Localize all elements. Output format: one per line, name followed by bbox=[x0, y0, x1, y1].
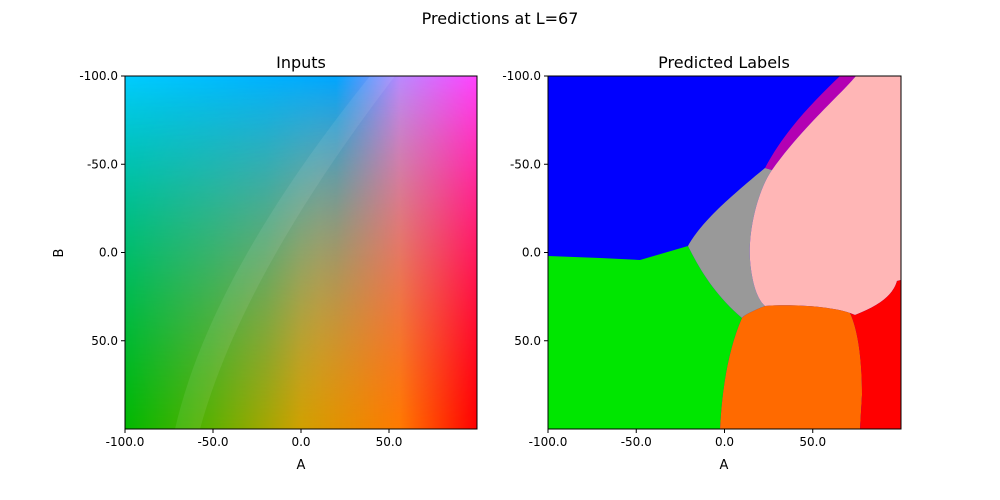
x-tick-label: 50.0 bbox=[376, 435, 403, 449]
figure-title: Predictions at L=67 bbox=[422, 9, 579, 28]
region-red bbox=[850, 280, 901, 429]
x-tick-label: 50.0 bbox=[799, 435, 826, 449]
inputs-panel: Inputs -100.0 -50.0 0.0 50.0 -100.0 -50.0 0.0… bbox=[52, 53, 478, 473]
predicted-xlabel: A bbox=[720, 458, 729, 473]
predicted-title: Predicted Labels bbox=[658, 53, 790, 72]
predicted-regions bbox=[548, 76, 901, 429]
x-tick-label: -100.0 bbox=[529, 435, 568, 449]
y-tick-label: 0.0 bbox=[99, 246, 118, 260]
region-purple bbox=[765, 76, 856, 170]
predicted-panel: Predicted Labels -100.0 -50.0 0.0 50.0 -100… bbox=[502, 53, 902, 473]
region-pink bbox=[749, 76, 901, 315]
x-tick-label: -50.0 bbox=[197, 435, 228, 449]
x-tick-label: -100.0 bbox=[106, 435, 145, 449]
predicted-x-ticks: -100.0 -50.0 0.0 50.0 bbox=[529, 429, 826, 449]
y-tick-label: 50.0 bbox=[514, 334, 541, 348]
inputs-xlabel: A bbox=[297, 458, 306, 473]
y-tick-label: -100.0 bbox=[79, 69, 118, 83]
region-green bbox=[548, 246, 742, 429]
inputs-heatmap bbox=[125, 76, 477, 429]
y-tick-label: -50.0 bbox=[510, 157, 541, 171]
inputs-curved-band bbox=[175, 76, 395, 429]
x-tick-label: -50.0 bbox=[621, 435, 652, 449]
x-tick-label: 0.0 bbox=[715, 435, 734, 449]
inputs-x-ticks: -100.0 -50.0 0.0 50.0 bbox=[106, 429, 403, 449]
inputs-ylabel: B bbox=[52, 249, 67, 258]
region-orange bbox=[720, 305, 862, 429]
x-tick-label: 0.0 bbox=[291, 435, 310, 449]
inputs-layer-bottom bbox=[125, 76, 477, 429]
inputs-y-ticks: -100.0 -50.0 0.0 50.0 bbox=[79, 69, 125, 348]
y-tick-label: 50.0 bbox=[91, 334, 118, 348]
region-gray bbox=[688, 168, 772, 318]
y-tick-label: 0.0 bbox=[522, 246, 541, 260]
predicted-y-ticks: -100.0 -50.0 0.0 50.0 bbox=[502, 69, 548, 348]
y-tick-label: -100.0 bbox=[502, 69, 541, 83]
inputs-title: Inputs bbox=[276, 53, 326, 72]
y-tick-label: -50.0 bbox=[87, 157, 118, 171]
